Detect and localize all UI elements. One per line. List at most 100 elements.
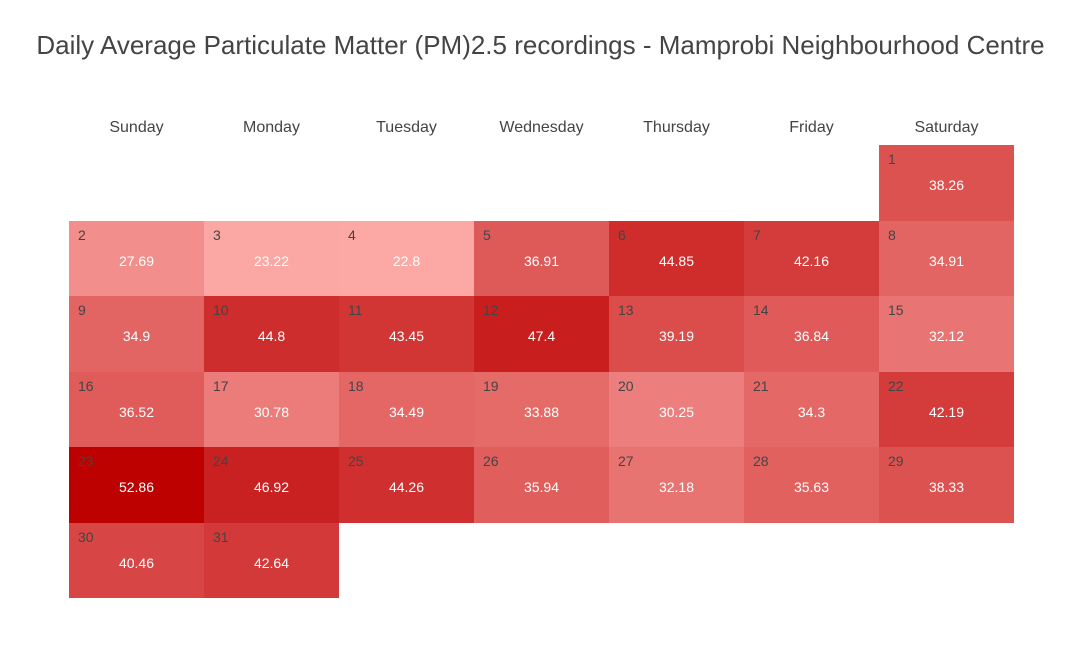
day-number: 22 <box>888 377 904 394</box>
day-value-label: 47.4 <box>527 328 556 344</box>
calendar-cell: 17 30.78 <box>204 371 339 447</box>
day-value-label: 39.19 <box>658 328 695 344</box>
day-number: 8 <box>888 226 896 243</box>
calendar-cell: 25 44.26 <box>339 447 474 523</box>
day-number: 27 <box>618 453 634 469</box>
calendar-cell: 14 36.84 <box>744 296 879 372</box>
day-value-label: 23.22 <box>253 252 290 269</box>
day-value-label: 44.26 <box>388 479 425 495</box>
day-value-label: 42.64 <box>253 554 290 571</box>
day-value-label: 34.9 <box>122 328 151 344</box>
calendar-cell: 19 33.88 <box>474 371 609 447</box>
calendar-cell: 3 23.22 <box>204 220 339 296</box>
calendar-cell: 16 36.52 <box>69 371 204 447</box>
calendar-cell: 2 27.69 <box>69 220 204 296</box>
calendar-cell: 26 35.94 <box>474 447 609 523</box>
calendar-cell: 29 38.33 <box>879 447 1014 523</box>
day-number: 20 <box>618 377 634 394</box>
day-value-label: 38.33 <box>928 479 965 495</box>
day-number: 30 <box>78 528 94 545</box>
day-value-label: 34.49 <box>388 403 425 420</box>
day-value-label: 44.85 <box>658 252 695 269</box>
day-number: 29 <box>888 453 904 469</box>
day-number: 9 <box>78 302 86 318</box>
calendar-cell: 1 38.26 <box>879 145 1014 221</box>
day-number: 16 <box>78 377 94 394</box>
day-number: 24 <box>213 453 229 469</box>
weekday-header-saturday: Saturday <box>914 119 979 136</box>
day-number: 17 <box>213 377 229 394</box>
calendar-cell: 11 43.45 <box>339 296 474 372</box>
day-value-label: 30.78 <box>253 403 290 420</box>
calendar-cell: 28 35.63 <box>744 447 879 523</box>
calendar-cell: 4 22.8 <box>339 220 474 296</box>
day-number: 6 <box>618 226 626 243</box>
chart-title: Daily Average Particulate Matter (PM)2.5… <box>36 30 1045 60</box>
calendar-cell: 5 36.91 <box>474 220 609 296</box>
day-value-label: 43.45 <box>388 328 425 344</box>
day-number: 10 <box>213 302 229 318</box>
weekday-header-monday: Monday <box>243 119 300 136</box>
calendar-cell: 6 44.85 <box>609 220 744 296</box>
day-number: 25 <box>348 453 364 469</box>
day-number: 13 <box>618 302 634 318</box>
day-number: 23 <box>78 453 94 469</box>
day-value-label: 32.18 <box>658 479 695 495</box>
calendar-cell: 31 42.64 <box>204 522 339 598</box>
day-number: 5 <box>483 226 491 243</box>
calendar-cell: 9 34.9 <box>69 296 204 372</box>
calendar-cell: 10 44.8 <box>204 296 339 372</box>
day-value-label: 38.26 <box>928 177 965 193</box>
day-value-label: 27.69 <box>118 252 155 269</box>
day-value-label: 34.3 <box>797 403 826 420</box>
day-value-label: 36.91 <box>523 252 560 269</box>
day-number: 1 <box>888 151 896 167</box>
day-value-label: 35.94 <box>523 479 560 495</box>
day-number: 3 <box>213 226 221 243</box>
calendar-cell: 7 42.16 <box>744 220 879 296</box>
day-value-label: 40.46 <box>118 554 155 571</box>
day-number: 19 <box>483 377 499 394</box>
calendar-cell: 21 34.3 <box>744 371 879 447</box>
weekday-header-thursday: Thursday <box>643 119 710 136</box>
calendar-cell: 24 46.92 <box>204 447 339 523</box>
weekday-header-tuesday: Tuesday <box>376 119 437 136</box>
weekday-header-wednesday: Wednesday <box>499 119 584 136</box>
calendar-cell: 23 52.86 <box>69 447 204 523</box>
day-value-label: 35.63 <box>793 479 830 495</box>
day-value-label: 34.91 <box>928 252 965 269</box>
day-value-label: 30.25 <box>658 403 695 420</box>
calendar-cell: 13 39.19 <box>609 296 744 372</box>
day-number: 31 <box>213 528 229 545</box>
day-number: 18 <box>348 377 364 394</box>
day-value-label: 44.8 <box>257 328 286 344</box>
day-number: 12 <box>483 302 499 318</box>
calendar-cell: 30 40.46 <box>69 522 204 598</box>
day-value-label: 42.16 <box>793 252 830 269</box>
day-number: 21 <box>753 377 769 394</box>
day-value-label: 46.92 <box>253 479 290 495</box>
day-number: 14 <box>753 302 769 318</box>
day-number: 4 <box>348 226 356 243</box>
calendar-cell: 27 32.18 <box>609 447 744 523</box>
calendar-cell: 15 32.12 <box>879 296 1014 372</box>
weekday-header-friday: Friday <box>789 119 834 136</box>
day-value-label: 22.8 <box>392 252 421 269</box>
day-value-label: 36.84 <box>793 328 830 344</box>
weekday-header-sunday: Sunday <box>109 119 164 136</box>
calendar-cell: 12 47.4 <box>474 296 609 372</box>
calendar-cell: 20 30.25 <box>609 371 744 447</box>
day-value-label: 36.52 <box>118 403 155 420</box>
day-value-label: 52.86 <box>118 479 155 495</box>
day-number: 28 <box>753 453 769 469</box>
day-value-label: 33.88 <box>523 403 560 420</box>
day-number: 2 <box>78 226 86 243</box>
calendar-cell: 8 34.91 <box>879 220 1014 296</box>
day-number: 15 <box>888 302 904 318</box>
day-value-label: 32.12 <box>928 328 965 344</box>
calendar-cell: 18 34.49 <box>339 371 474 447</box>
day-number: 26 <box>483 453 499 469</box>
day-number: 11 <box>348 302 363 318</box>
calendar-cell: 22 42.19 <box>879 371 1014 447</box>
